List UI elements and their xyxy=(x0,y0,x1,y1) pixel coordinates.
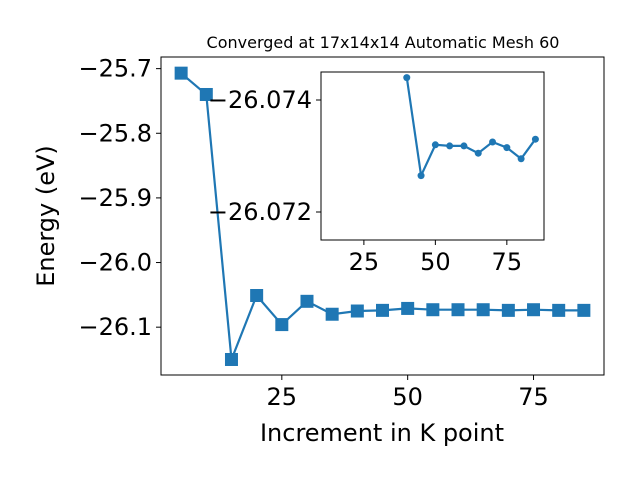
inset-y-tick-label: −26.074 xyxy=(208,86,312,114)
main-y-tick-label: −25.8 xyxy=(78,119,152,147)
chart-title: Converged at 17x14x14 Automatic Mesh 60 xyxy=(207,33,560,52)
main-data-point xyxy=(401,301,415,315)
inset-data-point xyxy=(460,142,468,150)
main-data-point xyxy=(376,303,389,317)
main-data-point xyxy=(199,87,213,101)
main-y-tick-label: −26.0 xyxy=(78,249,152,277)
inset-data-point xyxy=(431,141,439,149)
main-x-tick-label: 75 xyxy=(518,383,549,411)
inset-background xyxy=(321,72,544,240)
main-data-point xyxy=(325,307,339,321)
main-y-tick-label: −26.1 xyxy=(78,313,152,341)
main-plot-frame xyxy=(160,56,605,376)
main-data-point xyxy=(577,303,591,317)
main-data-point xyxy=(275,318,289,332)
x-axis-label: Increment in K point xyxy=(260,419,504,447)
main-x-tick-label: 25 xyxy=(267,383,298,411)
main-data-point xyxy=(426,303,440,317)
main-y-tick-label: −25.7 xyxy=(78,55,152,83)
inset-ticks: 25 50 75 −26.074 −26.072 xyxy=(208,86,522,276)
main-data-point xyxy=(451,303,465,317)
main-x-tick-label: 50 xyxy=(392,383,423,411)
main-data-point xyxy=(552,303,566,317)
inset-data-point xyxy=(517,155,525,163)
inset-plot-frame xyxy=(320,71,545,241)
inset-x-tick-label: 25 xyxy=(349,248,380,276)
inset-x-tick-label: 50 xyxy=(420,248,451,276)
inset-data-point xyxy=(531,135,539,143)
main-plot: Converged at 17x14x14 Automatic Mesh 60 … xyxy=(32,33,605,447)
main-data-point xyxy=(527,303,541,317)
inset-data-point xyxy=(403,74,411,82)
inset-data-point xyxy=(489,138,497,146)
inset-data-point xyxy=(474,149,482,157)
main-data-point xyxy=(250,289,264,302)
inset-data-point xyxy=(417,172,425,180)
inset-series xyxy=(403,74,539,180)
inset-data-point xyxy=(503,144,511,152)
inset-x-tick-label: 75 xyxy=(492,248,523,276)
main-data-point xyxy=(174,66,188,80)
inset-series-line xyxy=(405,77,537,180)
inset-y-tick-label: −26.072 xyxy=(208,198,312,226)
main-series xyxy=(174,66,591,366)
main-data-point xyxy=(224,352,238,366)
main-data-point xyxy=(501,303,515,317)
main-data-point xyxy=(300,294,314,308)
inset-data-point xyxy=(446,142,454,150)
y-axis-label: Energy (eV) xyxy=(32,145,60,287)
main-y-tick-label: −25.9 xyxy=(78,184,152,212)
main-ticks: 25 50 75 −25.7 −25.8 −25.9 −26.0 −26.1 xyxy=(78,55,548,411)
main-data-point xyxy=(476,303,490,317)
main-data-point xyxy=(350,304,364,318)
inset-plot: 25 50 75 −26.074 −26.072 xyxy=(208,71,545,276)
